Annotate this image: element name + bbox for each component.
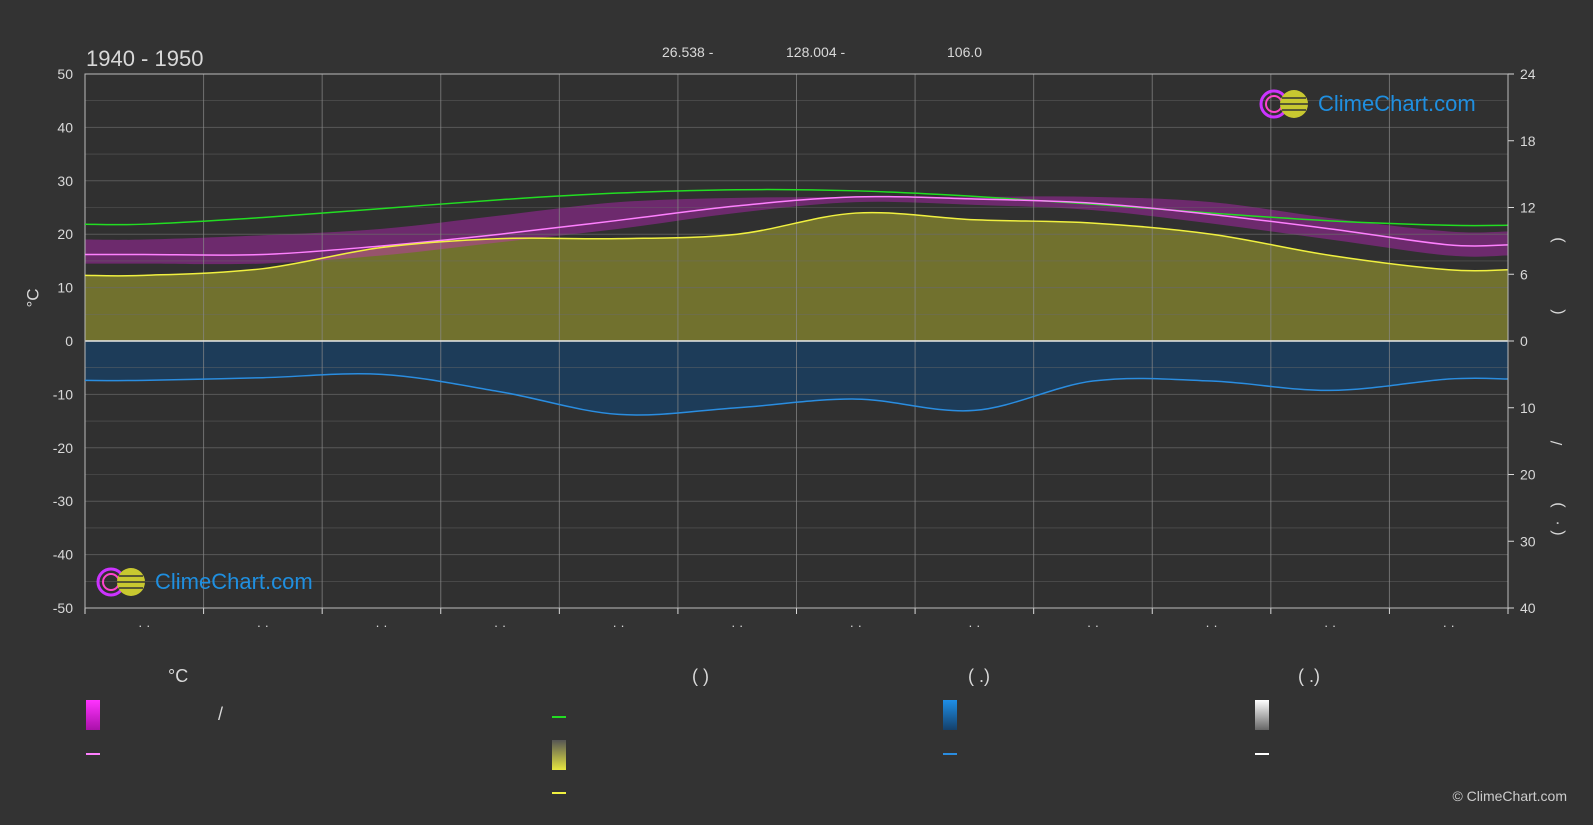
month-label: · · xyxy=(1324,618,1336,633)
right-tick-label-bottom: 10 xyxy=(1520,400,1536,416)
month-label: · · xyxy=(968,618,980,633)
legend-daylight-line xyxy=(552,716,566,718)
logo-top[interactable]: ClimeChart.com xyxy=(1258,88,1476,120)
left-tick-label: 40 xyxy=(57,119,73,135)
legend-precip-swatch xyxy=(943,700,957,730)
right-axis-label: ) xyxy=(1549,237,1566,242)
left-tick-label: -50 xyxy=(53,600,73,616)
month-label: · · xyxy=(850,618,862,633)
left-tick-label: 10 xyxy=(57,280,73,296)
month-label: · · xyxy=(138,618,150,633)
left-tick-label: -20 xyxy=(53,440,73,456)
right-axis-label: ( · xyxy=(1549,520,1566,535)
month-label: · · xyxy=(1443,618,1455,633)
logo-text: ClimeChart.com xyxy=(155,569,313,594)
daylight-line xyxy=(84,188,1509,227)
legend-temp-band-swatch xyxy=(86,700,100,730)
copyright: © ClimeChart.com xyxy=(1452,788,1567,804)
legend-slash: / xyxy=(218,704,224,724)
precipitation-line xyxy=(84,372,1509,416)
longitude-label: 128.004 - xyxy=(786,44,846,60)
left-tick-label: 0 xyxy=(65,333,73,349)
left-tick-label: 30 xyxy=(57,173,73,189)
latitude-label: 26.538 - xyxy=(662,44,714,60)
left-tick-label: -30 xyxy=(53,493,73,509)
month-label: · · xyxy=(612,618,624,633)
logo-icon xyxy=(96,567,145,597)
legend-snow-swatch xyxy=(1255,700,1269,730)
month-label: · · xyxy=(375,618,387,633)
logo-text: ClimeChart.com xyxy=(1318,91,1476,116)
right-axis-label: ( xyxy=(1549,309,1566,315)
sunshine-line xyxy=(84,211,1509,277)
left-tick-label: -10 xyxy=(53,386,73,402)
logo-icon xyxy=(1259,89,1308,119)
right-tick-label-bottom: 30 xyxy=(1520,533,1536,549)
left-tick-label: -40 xyxy=(53,547,73,563)
legend-col2-head: ( ) xyxy=(692,666,709,686)
left-axis-unit: °C xyxy=(23,288,43,308)
left-tick-label: 50 xyxy=(57,66,73,82)
left-tick-label: 20 xyxy=(57,226,73,242)
legend-sunshine-swatch xyxy=(552,740,566,770)
legend-col1-head: °C xyxy=(168,666,189,686)
legend-mean-temp-line xyxy=(86,753,100,755)
right-tick-label-bottom: 20 xyxy=(1520,467,1536,483)
right-tick-label-bottom: 40 xyxy=(1520,600,1536,616)
elevation-label: 106.0 xyxy=(947,44,983,60)
month-label: · · xyxy=(494,618,506,633)
legend-sunshine-line xyxy=(552,792,566,794)
legend-snow-line xyxy=(1255,753,1269,755)
legend-precip-line xyxy=(943,753,957,755)
right-tick-label-top: 6 xyxy=(1520,266,1528,282)
month-label: · · xyxy=(257,618,269,633)
month-label: · · xyxy=(1087,618,1099,633)
right-axis-label: / xyxy=(1549,440,1566,445)
month-label: · · xyxy=(731,618,743,633)
logo-bottom[interactable]: ClimeChart.com xyxy=(95,566,313,598)
right-tick-label-top: 18 xyxy=(1520,133,1536,149)
legend-col4-head: ( .) xyxy=(1298,666,1320,686)
right-tick-label-top: 12 xyxy=(1520,200,1536,216)
period-title: 1940 - 1950 xyxy=(86,46,204,71)
right-tick-label-top: 0 xyxy=(1520,333,1528,349)
month-label: · · xyxy=(1205,618,1217,633)
right-tick-label-top: 24 xyxy=(1520,66,1536,82)
legend-col3-head: ( .) xyxy=(968,666,990,686)
right-axis-label: ) xyxy=(1549,502,1566,507)
mean-temperature-line xyxy=(85,195,1509,256)
